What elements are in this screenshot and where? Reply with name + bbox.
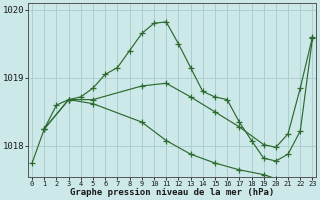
X-axis label: Graphe pression niveau de la mer (hPa): Graphe pression niveau de la mer (hPa) [70,188,275,197]
